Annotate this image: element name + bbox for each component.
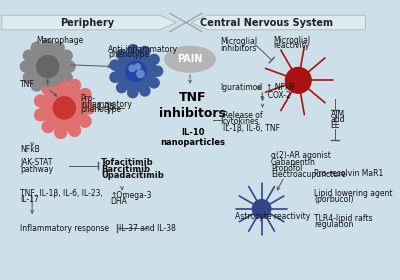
Circle shape: [61, 72, 72, 83]
Ellipse shape: [165, 46, 215, 72]
Circle shape: [53, 80, 64, 91]
FancyArrow shape: [191, 15, 365, 30]
Circle shape: [83, 102, 95, 114]
Circle shape: [152, 66, 163, 76]
Text: IL-17: IL-17: [20, 195, 39, 204]
Text: Microglial: Microglial: [274, 36, 311, 45]
Text: Release of: Release of: [223, 111, 263, 120]
Text: Iguratimod: Iguratimod: [220, 83, 262, 92]
Text: Tofacitimib: Tofacitimib: [101, 158, 154, 167]
Circle shape: [31, 80, 42, 91]
Text: ↓ COX-2: ↓ COX-2: [259, 92, 290, 101]
Text: Microglial: Microglial: [220, 37, 258, 46]
Circle shape: [116, 51, 156, 91]
Text: Astrocyte reactivity: Astrocyte reactivity: [235, 212, 310, 221]
Text: and: and: [330, 115, 345, 124]
Circle shape: [116, 50, 127, 60]
Text: Barcitimib: Barcitimib: [101, 165, 150, 174]
FancyArrow shape: [2, 15, 176, 30]
Circle shape: [64, 61, 75, 72]
Circle shape: [28, 46, 68, 87]
Text: Pro-: Pro-: [80, 94, 95, 103]
Text: inhibitors: inhibitors: [220, 44, 257, 53]
Circle shape: [61, 50, 72, 61]
Circle shape: [68, 80, 80, 91]
Text: AJM: AJM: [330, 110, 344, 119]
Circle shape: [53, 97, 75, 119]
Circle shape: [286, 67, 311, 93]
Circle shape: [68, 124, 80, 136]
Circle shape: [20, 61, 31, 72]
Circle shape: [79, 88, 91, 101]
Circle shape: [34, 109, 46, 121]
Circle shape: [126, 61, 146, 81]
Text: Lipid lowering agent: Lipid lowering agent: [314, 189, 392, 198]
Circle shape: [31, 42, 42, 53]
Text: NFkB: NFkB: [20, 145, 40, 154]
Circle shape: [116, 83, 127, 93]
Text: TLR4-lipid rafts: TLR4-lipid rafts: [314, 214, 372, 223]
Text: IL-10
nanoparticles: IL-10 nanoparticles: [160, 128, 225, 147]
Text: EE: EE: [330, 121, 340, 130]
Text: Macrophage: Macrophage: [37, 36, 84, 45]
Text: Anti-inflammatory: Anti-inflammatory: [108, 45, 178, 54]
Circle shape: [55, 126, 67, 138]
Circle shape: [110, 60, 120, 70]
Text: TNF: TNF: [20, 80, 35, 89]
Text: IL-35: IL-35: [96, 103, 115, 112]
Text: Periphery: Periphery: [60, 18, 114, 27]
Circle shape: [149, 54, 159, 64]
Text: Propofol: Propofol: [271, 164, 302, 173]
Text: pathway: pathway: [20, 165, 53, 174]
Circle shape: [23, 50, 34, 61]
Text: Central Nervous System: Central Nervous System: [200, 18, 333, 27]
Circle shape: [34, 95, 46, 107]
Text: JAK-STAT: JAK-STAT: [20, 158, 52, 167]
Circle shape: [41, 85, 87, 131]
Circle shape: [252, 200, 271, 218]
Circle shape: [110, 72, 120, 82]
Text: Gabapentin: Gabapentin: [271, 158, 316, 167]
Text: TNF, IL-1β, IL-6, IL-23,: TNF, IL-1β, IL-6, IL-23,: [20, 189, 103, 198]
Text: ↑Omega-3: ↑Omega-3: [110, 191, 152, 200]
Circle shape: [128, 88, 138, 98]
Text: TNF
inhibitors: TNF inhibitors: [159, 91, 226, 120]
Circle shape: [129, 65, 135, 72]
Text: PAIN: PAIN: [177, 54, 203, 64]
Circle shape: [140, 46, 150, 57]
Circle shape: [42, 83, 53, 94]
Text: IL-37 and IL-38: IL-37 and IL-38: [119, 224, 176, 233]
Circle shape: [79, 115, 91, 127]
Text: (porbucol): (porbucol): [314, 195, 354, 204]
Text: cytokines: cytokines: [223, 117, 260, 126]
Text: Electroacupuncture: Electroacupuncture: [271, 171, 346, 179]
Circle shape: [128, 45, 138, 55]
Text: α(2)-AR agonist: α(2)-AR agonist: [271, 151, 331, 160]
Text: phenotype: phenotype: [108, 50, 149, 59]
Text: Upadacitimib: Upadacitimib: [101, 171, 164, 180]
Circle shape: [149, 78, 159, 88]
Circle shape: [42, 39, 53, 50]
Circle shape: [37, 55, 59, 78]
Text: ↑ NFkB: ↑ NFkB: [266, 83, 295, 92]
Text: inflammatory: inflammatory: [80, 100, 132, 109]
Text: phenotype: phenotype: [80, 105, 121, 114]
Text: reactivity: reactivity: [274, 41, 310, 50]
Text: Inflammatory response: Inflammatory response: [20, 224, 109, 233]
Circle shape: [53, 42, 64, 53]
Circle shape: [42, 83, 54, 95]
Circle shape: [55, 78, 67, 89]
Circle shape: [42, 121, 54, 132]
Text: DHA: DHA: [110, 197, 127, 206]
Text: IL-1β, IL-6, TNF: IL-1β, IL-6, TNF: [223, 123, 280, 132]
Circle shape: [23, 72, 34, 83]
Circle shape: [135, 64, 140, 69]
Text: Pro-resolvin MaR1: Pro-resolvin MaR1: [314, 169, 383, 178]
Circle shape: [137, 70, 144, 78]
Circle shape: [140, 86, 150, 96]
Text: regulation: regulation: [314, 220, 353, 229]
